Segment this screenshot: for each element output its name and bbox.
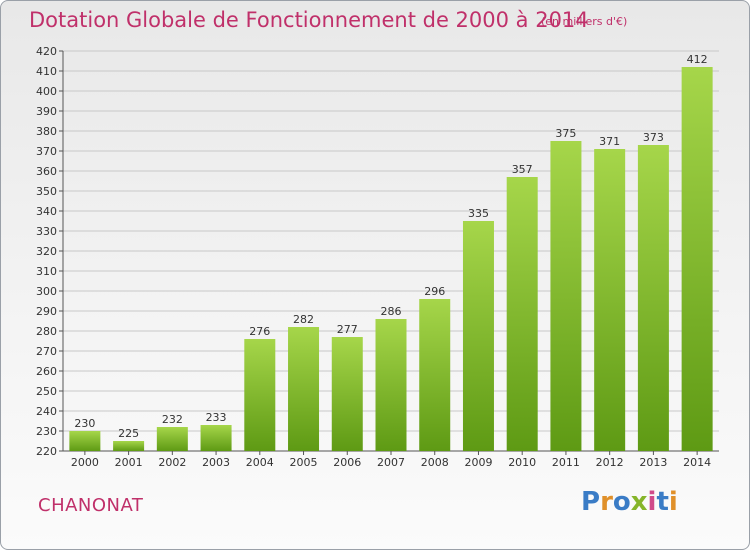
proxiti-logo: Proxiti — [581, 487, 678, 517]
x-tick-label: 2006 — [333, 456, 361, 469]
y-tick-label: 230 — [36, 425, 57, 438]
bar-2014 — [681, 67, 713, 451]
bar-2001 — [113, 441, 145, 451]
y-tick-label: 320 — [36, 245, 57, 258]
x-tick-label: 2007 — [377, 456, 405, 469]
y-tick-label: 260 — [36, 365, 57, 378]
y-tick-label: 390 — [36, 105, 57, 118]
y-tick-label: 380 — [36, 125, 57, 138]
data-label: 277 — [337, 323, 358, 336]
logo-letter: x — [630, 487, 648, 517]
chart-title: Dotation Globale de Fonctionnement de 20… — [29, 8, 589, 32]
bar-2009 — [462, 221, 494, 451]
commune-name: CHANONAT — [38, 495, 144, 516]
data-label: 335 — [468, 207, 489, 220]
y-tick-label: 340 — [36, 205, 57, 218]
data-label: 373 — [643, 131, 664, 144]
bar-2003 — [200, 425, 232, 451]
x-tick-label: 2011 — [552, 456, 580, 469]
data-label: 276 — [249, 325, 270, 338]
bars — [69, 67, 713, 451]
data-label: 375 — [555, 127, 576, 140]
y-tick-label: 310 — [36, 265, 57, 278]
bar-2013 — [637, 145, 669, 451]
bar-2002 — [156, 427, 188, 451]
bar-2005 — [288, 327, 320, 451]
data-label: 282 — [293, 313, 314, 326]
x-tick-label: 2001 — [115, 456, 143, 469]
data-label: 371 — [599, 135, 620, 148]
y-tick-label: 370 — [36, 145, 57, 158]
data-labels: 230 225 232 233 276 282 277 286 296 335 357 375 371 3… — [74, 53, 707, 440]
y-tick-label: 410 — [36, 65, 57, 78]
data-label: 357 — [512, 163, 533, 176]
data-label: 225 — [118, 427, 139, 440]
data-label: 232 — [162, 413, 183, 426]
data-label: 296 — [424, 285, 445, 298]
x-tick-label: 2002 — [158, 456, 186, 469]
bar-2008 — [419, 299, 451, 451]
x-tick-label: 2014 — [683, 456, 711, 469]
x-tick-label: 2010 — [508, 456, 536, 469]
y-tick-label: 240 — [36, 405, 57, 418]
bar-2011 — [550, 141, 582, 451]
x-tick-label: 2013 — [639, 456, 667, 469]
y-tick-label: 280 — [36, 325, 57, 338]
x-tick-label: 2003 — [202, 456, 230, 469]
x-tick-label: 2004 — [246, 456, 274, 469]
chart-unit: (en milliers d'€) — [541, 15, 628, 28]
y-tick-label: 300 — [36, 285, 57, 298]
y-tick-label: 330 — [36, 225, 57, 238]
x-tick-label: 2012 — [596, 456, 624, 469]
y-tick-label: 250 — [36, 385, 57, 398]
y-tick-label: 220 — [36, 445, 57, 458]
bar-2010 — [506, 177, 538, 451]
x-tick-label: 2008 — [421, 456, 449, 469]
x-tick-label: 2000 — [71, 456, 99, 469]
logo-letter: t — [656, 487, 669, 517]
y-tick-label: 290 — [36, 305, 57, 318]
data-label: 286 — [381, 305, 402, 318]
logo-letter: o — [612, 487, 631, 517]
x-tick-label: 2005 — [290, 456, 318, 469]
data-label: 230 — [74, 417, 95, 430]
bar-2004 — [244, 339, 276, 451]
logo-letter: P — [581, 487, 601, 517]
logo-letter: i — [668, 487, 678, 517]
data-label: 233 — [206, 411, 227, 424]
y-tick-label: 270 — [36, 345, 57, 358]
y-tick-label: 360 — [36, 165, 57, 178]
bar-2000 — [69, 431, 101, 451]
logo-letter: r — [600, 487, 613, 517]
y-tick-label: 350 — [36, 185, 57, 198]
data-label: 412 — [687, 53, 708, 66]
bar-2012 — [594, 149, 626, 451]
x-tick-label: 2009 — [464, 456, 492, 469]
y-tick-label: 420 — [36, 45, 57, 58]
y-tick-label: 400 — [36, 85, 57, 98]
bar-2006 — [331, 337, 363, 451]
bar-2007 — [375, 319, 407, 451]
logo-letter: i — [647, 487, 657, 517]
